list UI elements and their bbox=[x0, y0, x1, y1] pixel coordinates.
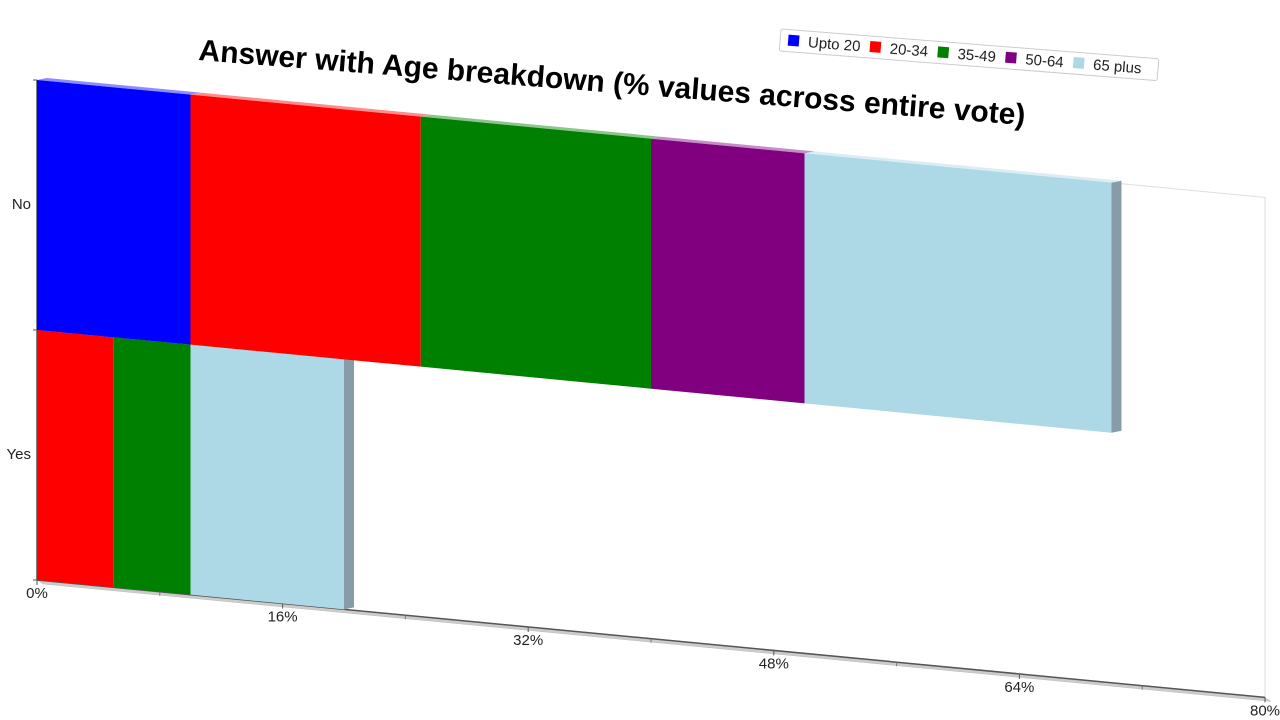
legend-label: 20-34 bbox=[889, 41, 929, 61]
bar-front-face bbox=[804, 153, 1112, 433]
bar-top-face bbox=[190, 92, 431, 117]
legend-label: 65 plus bbox=[1092, 57, 1142, 78]
bar-front-face bbox=[190, 94, 421, 367]
bar-front-face bbox=[420, 116, 651, 389]
legend-box: Upto 20 20-34 35-49 50-64 65 plus bbox=[778, 28, 1160, 82]
x-tick-label: 80% bbox=[1250, 702, 1280, 719]
bar-front-face bbox=[37, 80, 191, 345]
bar-top-face bbox=[651, 136, 815, 154]
legend-swatch bbox=[1005, 51, 1017, 64]
bar-front-face bbox=[37, 330, 114, 588]
x-tick-label: 64% bbox=[1004, 679, 1034, 696]
bar-front-face bbox=[190, 344, 344, 610]
x-tick-label: 0% bbox=[26, 585, 48, 602]
legend-label: 35-49 bbox=[957, 46, 997, 66]
bar-top-face bbox=[37, 78, 201, 95]
bar-segment bbox=[37, 328, 124, 588]
bar-side-face bbox=[344, 357, 354, 610]
bar-top-face bbox=[804, 151, 1122, 183]
legend-label: 50-64 bbox=[1025, 51, 1065, 71]
legend-swatch bbox=[787, 34, 800, 47]
category-label: No bbox=[12, 196, 31, 213]
x-tick-label: 48% bbox=[759, 655, 789, 672]
x-axis-line bbox=[36, 579, 1266, 699]
bar-segment bbox=[804, 151, 1122, 433]
legend-swatch bbox=[1072, 57, 1085, 69]
legend: Upto 20 20-34 35-49 50-64 65 plus bbox=[778, 28, 1160, 82]
bar-segment bbox=[37, 78, 201, 345]
bar-segment bbox=[420, 114, 661, 389]
bar-segment bbox=[190, 342, 354, 610]
x-tick-label: 16% bbox=[268, 608, 298, 625]
bars-layer bbox=[37, 78, 1122, 610]
labels-layer: Yes No 0% 16% 32% 48% 64% 80% bbox=[7, 196, 1280, 719]
legend-label: Upto 20 bbox=[807, 34, 861, 55]
bar-top-face bbox=[420, 114, 661, 139]
bar-segment bbox=[190, 92, 431, 367]
legend-swatch bbox=[937, 46, 950, 59]
bar-front-face bbox=[113, 337, 191, 595]
bar-segment bbox=[651, 136, 815, 404]
legend-swatch bbox=[869, 41, 882, 53]
bar-front-face bbox=[651, 138, 805, 404]
x-tick-label: 32% bbox=[513, 632, 543, 649]
bar-segment bbox=[113, 335, 201, 595]
bar-side-face bbox=[1111, 180, 1122, 433]
category-label: Yes bbox=[7, 446, 31, 463]
